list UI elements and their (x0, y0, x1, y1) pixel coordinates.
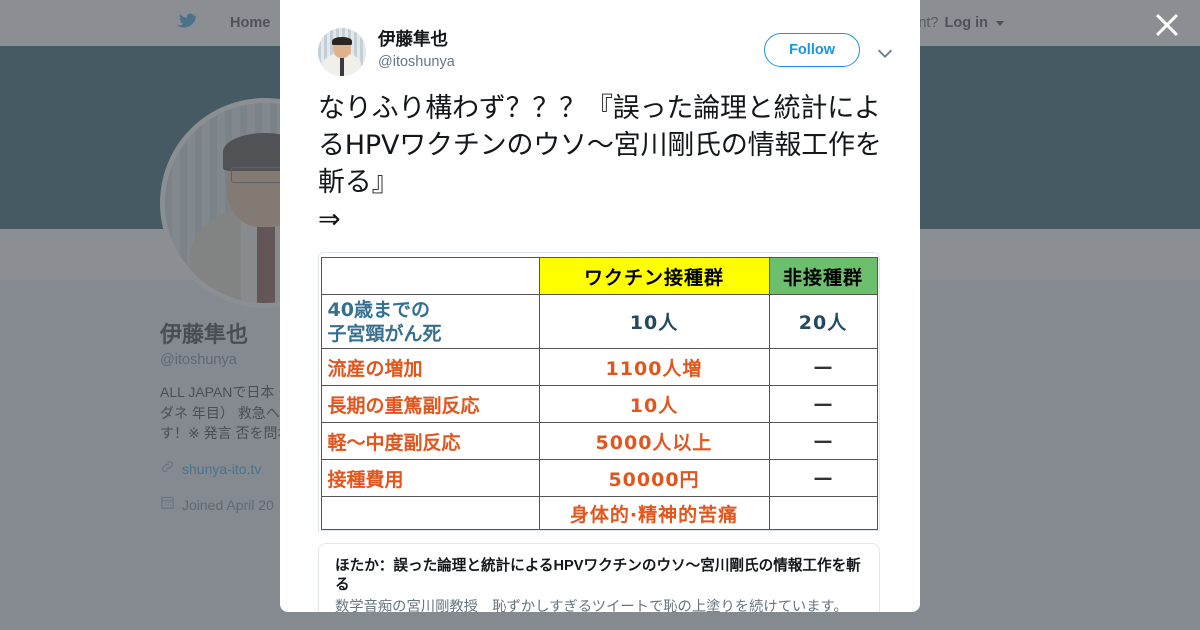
link-preview-card[interactable]: ほたか：誤った論理と統計によるHPVワクチンのウソ～宮川剛氏の情報工作を斬る 数… (318, 543, 880, 612)
row-value-vaccinated: 1100人増 (538, 348, 770, 386)
close-icon[interactable] (1150, 8, 1184, 42)
table-row: 身体的·精神的苦痛 (320, 496, 878, 530)
table-row: 接種費用 50000円 — (320, 459, 878, 497)
tweet-author-name[interactable]: 伊藤隼也 (378, 29, 448, 49)
tweet-author-header: 伊藤隼也 @itoshunya Follow (280, 0, 920, 76)
table-row: 軽～中度副反応 5000人以上 — (320, 422, 878, 460)
table-header-row: ワクチン接種群 非接種群 (320, 257, 878, 295)
tweet-text-main: なりふり構わず？？？『誤った論理と統計によるHPVワクチンのウソ～宮川剛氏の情報… (318, 93, 882, 198)
row-value-vaccinated: 5000人以上 (538, 422, 770, 460)
tweet-attached-image-table[interactable]: ワクチン接種群 非接種群 40歳までの 子宮頸がん死 10人 20人 流産の増加 … (318, 252, 880, 531)
chevron-down-icon[interactable] (874, 42, 896, 64)
row-value-unvaccinated: — (768, 459, 878, 497)
link-card-title: ほたか：誤った論理と統計によるHPVワクチンのウソ～宮川剛氏の情報工作を斬る (335, 558, 861, 593)
row-label: 接種費用 (320, 459, 540, 497)
row-value-unvaccinated: — (768, 422, 878, 460)
row-value-vaccinated: 10人 (538, 294, 770, 349)
tweet-detail-modal: 伊藤隼也 @itoshunya Follow なりふり構わず？？？『誤った論理と… (280, 0, 920, 612)
row-label: 流産の増加 (320, 348, 540, 386)
table-header-blank (320, 257, 540, 295)
row-value-unvaccinated: 20人 (768, 294, 878, 349)
table-row: 40歳までの 子宮頸がん死 10人 20人 (320, 294, 878, 349)
row-label: 40歳までの 子宮頸がん死 (320, 294, 540, 349)
table-header-vaccinated: ワクチン接種群 (538, 257, 770, 295)
tweet-avatar-tie (339, 57, 345, 76)
tweet-avatar-hair (332, 37, 352, 46)
link-card-description: 数学音痴の宮川剛教授 恥ずかしすぎるツイートで恥の上塗りを続けています。http… (335, 599, 848, 612)
row-value-unvaccinated: — (768, 348, 878, 386)
row-value-unvaccinated (768, 496, 878, 530)
table-row: 流産の増加 1100人増 — (320, 348, 878, 386)
table-row: 長期の重篤副反応 10人 — (320, 385, 878, 423)
tweet-body-text: なりふり構わず？？？『誤った論理と統計によるHPVワクチンのウソ～宮川剛氏の情報… (280, 76, 920, 238)
table-header-unvaccinated: 非接種群 (768, 257, 878, 295)
row-value-vaccinated: 50000円 (538, 459, 770, 497)
row-label (320, 496, 540, 530)
row-label: 軽～中度副反応 (320, 422, 540, 460)
row-value-vaccinated: 10人 (538, 385, 770, 423)
tweet-author-names: 伊藤隼也 @itoshunya (378, 28, 764, 70)
follow-button[interactable]: Follow (764, 33, 860, 67)
tweet-author-avatar[interactable] (318, 28, 366, 76)
row-label: 長期の重篤副反応 (320, 385, 540, 423)
row-value-vaccinated: 身体的·精神的苦痛 (538, 496, 770, 530)
tweet-author-handle[interactable]: @itoshunya (378, 53, 455, 70)
tweet-text-arrow: ⇒ (318, 204, 341, 235)
comparison-table: ワクチン接種群 非接種群 40歳までの 子宮頸がん死 10人 20人 流産の増加 … (320, 257, 878, 530)
row-value-unvaccinated: — (768, 385, 878, 423)
